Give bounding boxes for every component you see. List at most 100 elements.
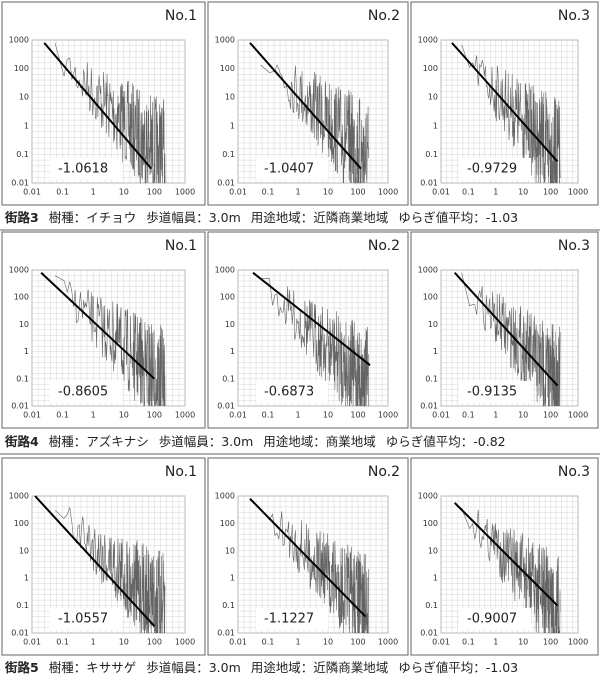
y-tick-label: 10 <box>225 320 235 329</box>
y-tick-label: 0.01 <box>217 179 235 188</box>
y-tick-label: 100 <box>423 293 438 302</box>
panel-label: No.2 <box>368 464 400 480</box>
x-tick-label: 0.01 <box>432 638 450 647</box>
y-tick-label: 0.1 <box>16 601 29 610</box>
y-tick-label: 1 <box>24 347 29 356</box>
y-tick-label: 100 <box>220 293 235 302</box>
caption: 街路4 樹種：アズキナシ 歩道幅員：3.0m 用途地域：商業地域 ゆらぎ値平均：-0.8… <box>4 434 506 449</box>
x-tick-label: 100 <box>147 188 162 197</box>
y-tick-label: 100 <box>423 64 438 73</box>
panel-label: No.1 <box>165 238 197 254</box>
slope-value: -0.9729 <box>467 162 517 177</box>
x-tick-label: 1 <box>295 411 300 420</box>
y-tick-label: 0.01 <box>11 629 29 638</box>
x-tick-label: 1000 <box>568 411 588 420</box>
x-tick-label: 1000 <box>175 188 195 197</box>
x-tick-label: 1 <box>493 188 498 197</box>
caption-zone: 用途地域：近隣商業地域 <box>251 210 389 225</box>
street-name: 街路5 <box>4 660 39 675</box>
x-tick-label: 0.01 <box>432 188 450 197</box>
spectrum-trace <box>54 42 166 184</box>
street-name: 街路3 <box>4 210 39 225</box>
regression-line <box>252 271 371 366</box>
x-tick-label: 1000 <box>568 188 588 197</box>
regression-line <box>249 42 362 170</box>
x-tick-label: 0.1 <box>56 638 69 647</box>
y-tick-label: 1 <box>433 574 438 583</box>
panel-label: No.2 <box>368 8 400 24</box>
x-tick-label: 10 <box>323 638 333 647</box>
panel-label: No.1 <box>165 8 197 24</box>
y-tick-label: 0.1 <box>425 374 438 383</box>
caption-species: 樹種：イチョウ <box>49 210 137 225</box>
x-tick-label: 10 <box>518 411 528 420</box>
y-tick-label: 100 <box>14 293 29 302</box>
x-tick-label: 0.1 <box>462 638 475 647</box>
y-tick-label: 1000 <box>215 492 235 501</box>
slope-value: -0.9135 <box>467 385 517 400</box>
y-tick-label: 100 <box>220 519 235 528</box>
y-tick-label: 1000 <box>9 266 29 275</box>
x-tick-label: 0.01 <box>229 638 247 647</box>
slope-value: -0.8605 <box>58 385 108 400</box>
y-tick-label: 1000 <box>418 266 438 275</box>
regression-line <box>453 502 559 607</box>
x-tick-label: 100 <box>543 638 558 647</box>
x-tick-label: 100 <box>147 638 162 647</box>
y-tick-label: 1 <box>433 347 438 356</box>
x-tick-label: 0.1 <box>262 411 275 420</box>
y-tick-label: 0.01 <box>11 402 29 411</box>
y-tick-label: 1 <box>433 121 438 130</box>
slope-value: -1.0407 <box>264 162 314 177</box>
x-tick-label: 100 <box>350 638 365 647</box>
y-tick-label: 1000 <box>418 36 438 45</box>
spectrum-trace <box>260 508 369 634</box>
slope-box <box>459 381 531 403</box>
panel-label: No.3 <box>558 8 590 24</box>
spectrum-trace <box>461 507 561 634</box>
x-tick-label: 1000 <box>378 188 398 197</box>
x-tick-label: 100 <box>147 411 162 420</box>
spectrum-trace <box>54 507 166 634</box>
caption-average: ゆらぎ値平均：-0.82 <box>386 434 506 449</box>
caption-species: 樹種：キササゲ <box>49 660 137 675</box>
regression-line <box>453 272 559 387</box>
caption: 街路5 樹種：キササゲ 歩道幅員：3.0m 用途地域：近隣商業地域 ゆらぎ値平均：-1.… <box>4 660 518 675</box>
y-tick-label: 0.1 <box>222 374 235 383</box>
regression-line <box>34 495 156 627</box>
y-tick-label: 0.1 <box>16 150 29 159</box>
y-tick-label: 100 <box>14 64 29 73</box>
x-tick-label: 1 <box>295 638 300 647</box>
y-tick-label: 0.01 <box>217 402 235 411</box>
x-tick-label: 100 <box>350 411 365 420</box>
x-tick-label: 1000 <box>378 411 398 420</box>
caption-zone: 用途地域：近隣商業地域 <box>251 660 389 675</box>
slope-value: -1.0557 <box>58 612 108 627</box>
regression-line <box>43 42 153 170</box>
y-tick-label: 10 <box>428 320 438 329</box>
x-tick-label: 1 <box>493 411 498 420</box>
y-tick-label: 10 <box>225 93 235 102</box>
panel-label: No.3 <box>558 464 590 480</box>
caption: 街路3 樹種：イチョウ 歩道幅員：3.0m 用途地域：近隣商業地域 ゆらぎ値平均：-1.… <box>4 210 518 225</box>
y-tick-label: 0.01 <box>420 179 438 188</box>
regression-line <box>249 498 367 618</box>
y-tick-label: 0.01 <box>11 179 29 188</box>
y-tick-label: 1 <box>230 574 235 583</box>
regression-line <box>451 42 559 163</box>
y-tick-label: 0.1 <box>222 601 235 610</box>
caption-average: ゆらぎ値平均：-1.03 <box>398 660 518 675</box>
panel-label: No.3 <box>558 238 590 254</box>
x-tick-label: 1000 <box>568 638 588 647</box>
caption-species: 樹種：アズキナシ <box>49 434 149 449</box>
x-tick-label: 1 <box>295 188 300 197</box>
x-tick-label: 10 <box>119 411 129 420</box>
slope-box <box>256 158 328 180</box>
y-tick-label: 100 <box>423 519 438 528</box>
x-tick-label: 0.1 <box>56 188 69 197</box>
x-tick-label: 10 <box>518 188 528 197</box>
x-tick-label: 100 <box>543 188 558 197</box>
y-tick-label: 1000 <box>9 36 29 45</box>
x-tick-label: 100 <box>543 411 558 420</box>
x-tick-label: 10 <box>119 188 129 197</box>
